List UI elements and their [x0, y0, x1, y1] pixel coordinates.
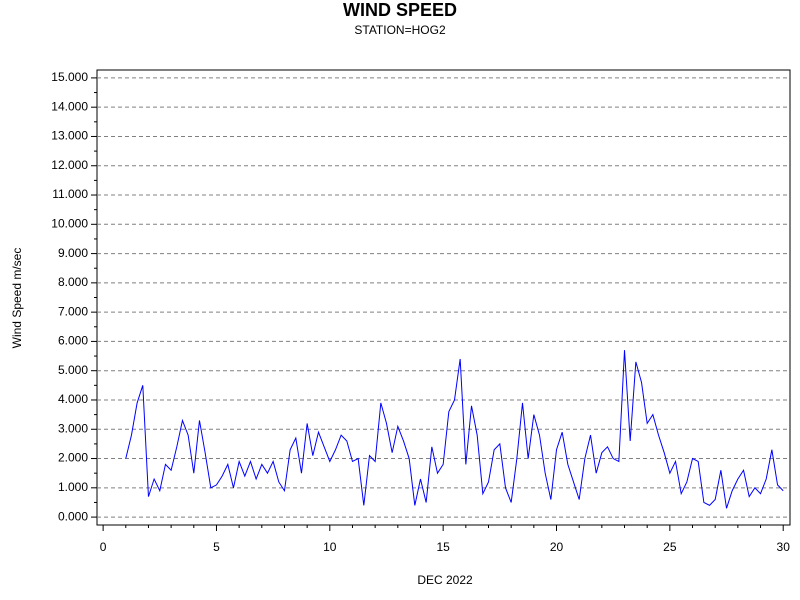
y-tick-label: 7.000 — [58, 304, 88, 318]
y-tick-label: 12.000 — [51, 158, 88, 172]
y-tick-label: 1.000 — [58, 480, 88, 494]
y-axis-label: Wind Speed m/sec — [10, 248, 24, 349]
y-tick-label: 0.000 — [58, 509, 88, 523]
y-tick-label: 13.000 — [51, 129, 88, 143]
x-tick-label: 30 — [777, 540, 791, 554]
y-tick-label: 2.000 — [58, 451, 88, 465]
y-tick-label: 3.000 — [58, 421, 88, 435]
y-tick-label: 14.000 — [51, 99, 88, 113]
x-tick-label: 15 — [436, 540, 450, 554]
y-tick-label: 10.000 — [51, 216, 88, 230]
x-axis-label: DEC 2022 — [417, 573, 473, 587]
y-tick-label: 5.000 — [58, 363, 88, 377]
y-tick-label: 8.000 — [58, 275, 88, 289]
wind-speed-line — [125, 350, 784, 509]
chart-title: WIND SPEED — [343, 0, 457, 20]
y-tick-label: 11.000 — [52, 187, 88, 201]
chart-subtitle: STATION=HOG2 — [354, 23, 446, 37]
x-tick-label: 25 — [663, 540, 677, 554]
y-tick-label: 9.000 — [58, 246, 88, 260]
y-tick-label: 6.000 — [58, 334, 88, 348]
x-tick-label: 5 — [213, 540, 220, 554]
x-tick-label: 20 — [550, 540, 564, 554]
x-tick-label: 10 — [323, 540, 337, 554]
y-tick-label: 4.000 — [58, 392, 88, 406]
x-tick-label: 0 — [100, 540, 107, 554]
y-tick-label: 15.000 — [51, 70, 88, 84]
